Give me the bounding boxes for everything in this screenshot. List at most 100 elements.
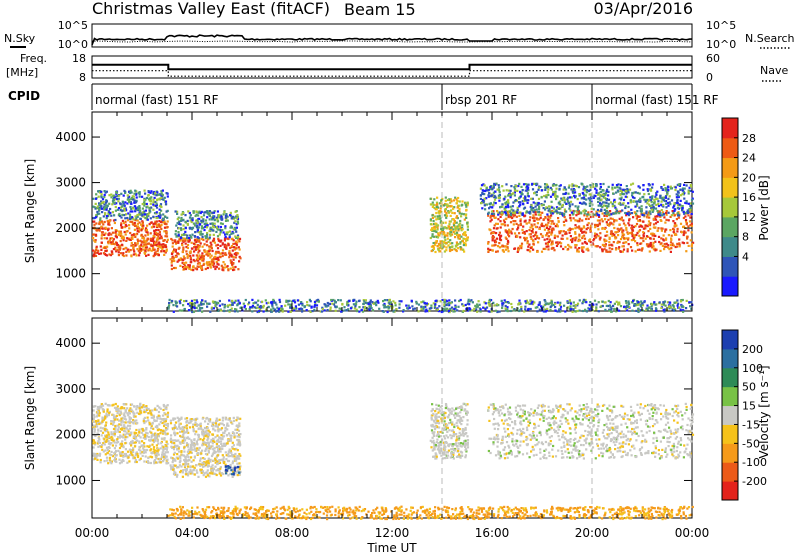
- data-cell: [659, 219, 662, 222]
- data-cell: [115, 242, 118, 245]
- data-cell: [147, 190, 150, 193]
- data-cell: [141, 195, 144, 198]
- data-cell: [572, 191, 575, 194]
- data-cell: [96, 210, 99, 213]
- data-cell: [585, 248, 588, 251]
- data-cell: [225, 213, 228, 216]
- data-cell: [492, 186, 495, 189]
- data-cell: [100, 237, 103, 240]
- data-cell: [98, 208, 101, 211]
- data-cell: [229, 259, 232, 262]
- data-cell: [678, 183, 681, 186]
- data-cell: [352, 303, 355, 306]
- data-cell: [203, 222, 206, 226]
- data-cell: [670, 234, 673, 237]
- data-cell: [662, 198, 665, 202]
- data-cell: [488, 298, 491, 301]
- data-cell: [229, 211, 232, 214]
- data-cell: [110, 242, 113, 246]
- data-cell: [110, 196, 113, 199]
- data-cell: [490, 218, 493, 221]
- data-cell: [625, 301, 628, 305]
- data-cell: [599, 204, 602, 207]
- data-cell: [174, 250, 177, 253]
- data-cell: [102, 252, 105, 255]
- data-cell: [439, 242, 442, 245]
- data-cell: [194, 214, 197, 218]
- data-cell: [159, 225, 162, 228]
- data-cell: [537, 241, 540, 244]
- data-cell: [112, 238, 115, 241]
- data-cell: [202, 259, 205, 262]
- data-cell: [111, 231, 114, 234]
- data-cell: [555, 198, 558, 201]
- data-cell: [542, 218, 545, 221]
- data-cell: [651, 186, 654, 189]
- data-cell: [549, 195, 553, 198]
- data-cell: [679, 188, 682, 191]
- data-cell: [297, 303, 300, 306]
- data-cell: [495, 303, 499, 306]
- data-cell: [146, 233, 150, 236]
- data-cell: [646, 216, 649, 219]
- data-cell: [160, 243, 163, 246]
- data-cell: [104, 206, 107, 209]
- data-cell: [94, 239, 97, 242]
- data-cell: [120, 423, 123, 426]
- data-cell: [228, 299, 231, 302]
- data-cell: [431, 205, 434, 208]
- data-cell: [688, 186, 691, 189]
- data-cell: [484, 189, 487, 193]
- data-cell: [128, 224, 131, 227]
- data-cell: [127, 414, 130, 417]
- data-cell: [128, 198, 131, 201]
- data-cell: [131, 207, 135, 210]
- data-cell: [457, 236, 460, 239]
- data-cell: [536, 203, 539, 207]
- data-cell: [160, 205, 163, 209]
- data-cell: [565, 219, 568, 222]
- data-cell: [198, 238, 201, 241]
- data-cell: [607, 185, 610, 188]
- data-cell: [432, 219, 435, 223]
- data-cell: [601, 304, 604, 308]
- data-cell: [156, 233, 159, 237]
- data-cell: [330, 298, 333, 302]
- data-cell: [130, 433, 133, 436]
- data-cell: [600, 305, 603, 308]
- data-cell: [600, 209, 603, 212]
- data-cell: [104, 213, 107, 216]
- data-cell: [536, 234, 539, 238]
- data-cell: [102, 246, 105, 249]
- data-cell: [440, 246, 443, 249]
- data-cell: [130, 241, 133, 245]
- data-cell: [529, 212, 532, 215]
- data-cell: [223, 306, 226, 309]
- data-cell: [595, 210, 598, 213]
- data-cell: [155, 202, 158, 205]
- data-cell: [162, 198, 165, 201]
- data-cell: [524, 196, 527, 199]
- data-cell: [100, 248, 103, 251]
- data-cell: [458, 237, 461, 240]
- data-cell: [622, 188, 625, 191]
- data-cell: [123, 417, 126, 420]
- data-cell: [186, 266, 189, 269]
- data-cell: [601, 212, 604, 215]
- data-cell: [139, 213, 142, 216]
- data-cell: [223, 237, 227, 240]
- data-cell: [152, 237, 155, 240]
- data-cell: [492, 301, 495, 304]
- data-cell: [175, 235, 178, 238]
- data-cell: [604, 218, 607, 221]
- data-cell: [155, 194, 158, 197]
- data-cell: [97, 195, 100, 198]
- data-cell: [617, 302, 620, 305]
- data-cell: [506, 306, 509, 309]
- data-cell: [435, 241, 438, 244]
- data-cell: [624, 300, 628, 303]
- data-cell: [620, 218, 623, 221]
- data-cell: [672, 230, 675, 233]
- data-cell: [184, 239, 187, 242]
- data-cell: [464, 242, 467, 245]
